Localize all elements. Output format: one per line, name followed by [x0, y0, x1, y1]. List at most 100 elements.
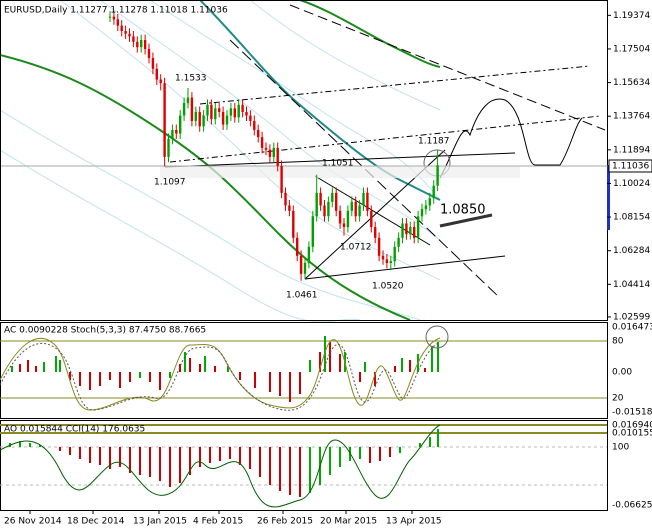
candle-body — [303, 262, 307, 274]
last-price: 1.11036 — [612, 162, 649, 172]
candle-body — [327, 201, 330, 217]
annotation: 1.1097 — [154, 178, 186, 188]
candle-body — [389, 261, 392, 263]
candle-body — [182, 102, 186, 116]
channel-line — [304, 255, 506, 280]
candle-body — [143, 40, 147, 50]
candle-body — [280, 165, 283, 193]
candle-body — [315, 192, 318, 217]
panel-title: AO 0.015844 CCI(14) 176.0635 — [4, 425, 145, 435]
arrow-line — [439, 213, 493, 228]
annotation: 1.0850 — [440, 203, 486, 218]
candle-body — [257, 129, 260, 138]
candle-body — [420, 209, 424, 217]
x-tick-label: 13 Jan 2015 — [133, 517, 187, 527]
panel-tick-label: 0.016940 — [612, 421, 652, 431]
candle-body — [206, 104, 209, 116]
candle-body — [268, 149, 272, 157]
candle-body — [436, 165, 439, 186]
candle-body — [377, 237, 381, 256]
header: EURUSD,Daily 1.11277 1.11278 1.11018 1.1… — [4, 6, 228, 16]
price-zone — [160, 166, 520, 178]
candle-body — [424, 205, 428, 210]
annotation: 1.1051 — [322, 159, 354, 169]
candle-body — [374, 227, 377, 238]
x-tick-label: 26 Feb 2015 — [257, 517, 313, 527]
trend-line — [199, 65, 591, 105]
candle-body — [272, 147, 275, 157]
candle-body — [221, 111, 225, 125]
candle-body — [299, 255, 303, 274]
candles — [108, 11, 439, 281]
candle-body — [413, 227, 416, 238]
candle-body — [151, 58, 155, 69]
candle-body — [307, 246, 311, 263]
candle-body — [335, 192, 338, 211]
candle-body — [245, 111, 248, 116]
candle-body — [432, 185, 435, 199]
candle-body — [338, 210, 342, 224]
candle-body — [416, 216, 420, 238]
y-tick-label: 1.10024 — [613, 179, 650, 189]
candle-body — [428, 198, 431, 206]
candle-body — [397, 237, 400, 247]
annotation: 1.1187 — [418, 137, 450, 147]
candle-body — [319, 192, 322, 206]
candle-body — [292, 210, 295, 238]
candle-body — [362, 192, 365, 206]
candle-body — [264, 147, 268, 150]
candle-body — [342, 223, 346, 228]
x-tick-label: 20 Mar 2015 — [320, 517, 377, 527]
candle-body — [241, 104, 244, 112]
axis-marker — [607, 165, 610, 230]
channel-line — [164, 152, 516, 168]
candle-body — [218, 108, 221, 112]
indicator-lines — [0, 0, 607, 323]
candle-body — [311, 216, 314, 247]
panel-tick-label: 0.00 — [612, 368, 632, 378]
candle-body — [136, 41, 139, 48]
candle-body — [253, 120, 256, 130]
candle-body — [393, 246, 396, 262]
candle-body — [120, 25, 123, 32]
candle-body — [108, 16, 112, 18]
candle-body — [331, 192, 334, 202]
candle-body — [202, 115, 205, 127]
candle-body — [385, 259, 389, 263]
y-tick-label: 1.04414 — [613, 280, 650, 290]
y-tick-label: 1.08154 — [613, 213, 650, 223]
candle-body — [358, 205, 361, 217]
candle-body — [401, 223, 404, 238]
panel-tick-label: -0.06625 — [612, 501, 652, 511]
candle-body — [284, 192, 287, 206]
candle-body — [140, 40, 143, 48]
y-tick-label: 1.19374 — [613, 11, 650, 21]
candle-body — [366, 192, 369, 211]
panel-title: AC 0.0090228 Stoch(5,3,3) 87.4750 88.766… — [4, 326, 206, 336]
y-tick-label: 1.13764 — [613, 112, 650, 122]
candle-body — [288, 205, 291, 211]
candle-body — [249, 115, 252, 121]
trend-line — [169, 115, 601, 163]
candle-body — [155, 68, 158, 80]
candle-body — [229, 108, 233, 116]
candle-body — [296, 237, 299, 256]
candle-body — [346, 210, 350, 228]
candle-body — [116, 19, 119, 26]
panel-tick-label: -0.015182 — [612, 408, 652, 418]
panel-tick-label: 0.010155 — [612, 429, 652, 439]
candle-body — [198, 111, 201, 127]
candle-body — [409, 227, 412, 235]
x-tick-label: 26 Nov 2014 — [4, 517, 62, 527]
candle-body — [179, 115, 182, 134]
trend-line — [229, 39, 501, 299]
candle-body — [260, 137, 264, 148]
x-tick-label: 4 Feb 2015 — [193, 517, 243, 527]
candle-body — [323, 205, 326, 217]
candle-body — [190, 97, 194, 121]
y-tick-label: 1.15634 — [613, 78, 650, 88]
forecast-path — [439, 98, 583, 179]
ao-cci — [0, 424, 607, 508]
y-tick-label: 1.06284 — [613, 246, 650, 256]
